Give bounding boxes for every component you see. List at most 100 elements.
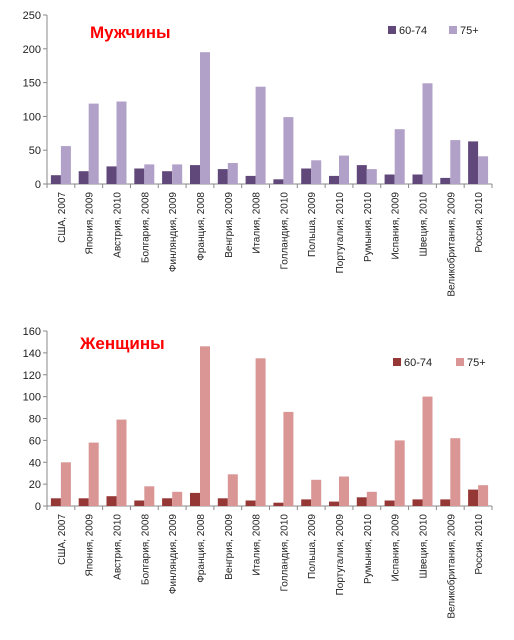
x-tick-label: Франция, 2008 <box>196 514 207 583</box>
y-tick-label: 100 <box>23 392 41 404</box>
bar-60-74 <box>134 168 145 184</box>
bar-75+ <box>283 117 294 184</box>
bar-60-74 <box>78 498 89 506</box>
x-tick-label: Румыния, 2010 <box>363 514 374 584</box>
x-tick-label: Болгария, 2008 <box>140 192 151 264</box>
x-tick-label: Голландия, 2010 <box>279 514 290 592</box>
bar-75+ <box>311 479 322 507</box>
bar-60-74 <box>245 500 256 506</box>
bar-75+ <box>116 419 127 506</box>
bar-75+ <box>144 164 155 184</box>
y-tick-label: 50 <box>29 145 41 157</box>
y-tick-label: 100 <box>23 111 41 123</box>
x-tick-label: Япония, 2009 <box>85 514 96 577</box>
y-tick-label: 60 <box>29 435 41 447</box>
x-tick-label: Испания, 2009 <box>391 514 402 582</box>
bar-75+ <box>60 146 71 184</box>
bar-60-74 <box>440 499 451 506</box>
bar-75+ <box>311 160 322 184</box>
x-tick-label: Испания, 2009 <box>391 192 402 260</box>
x-tick-label: Финляндия, 2009 <box>168 514 179 595</box>
x-tick-label: Польша, 2009 <box>307 192 318 257</box>
x-tick-label: Австрия, 2010 <box>113 192 124 258</box>
y-tick-label: 200 <box>23 44 41 56</box>
x-tick-label: США, 2007 <box>57 514 68 565</box>
y-tick-label: 0 <box>35 501 41 513</box>
x-tick-label: Франция, 2008 <box>196 192 207 261</box>
x-tick-label: Болгария, 2008 <box>140 514 151 586</box>
x-tick-label: Италия, 2008 <box>252 514 263 576</box>
bar-75+ <box>450 140 461 184</box>
bar-60-74 <box>440 177 451 184</box>
legend-label: 60-74 <box>404 357 432 369</box>
x-tick-label: Швеция, 2010 <box>418 192 429 257</box>
x-tick-label: Португалия, 2010 <box>335 192 346 274</box>
bar-75+ <box>366 491 377 506</box>
x-tick-label: Великобритания, 2009 <box>445 192 457 297</box>
x-tick-label: Португалия, 2009 <box>335 514 346 596</box>
x-tick-label: Россия, 2010 <box>474 192 485 253</box>
y-tick-label: 20 <box>29 479 41 491</box>
chart-2: 0 20 40 60 80 100 120 140 160 США, 2007 Япония, 20… <box>23 326 493 619</box>
x-tick-label: Швеция, 2010 <box>418 514 429 579</box>
y-tick-label: 0 <box>35 179 41 191</box>
bar-60-74 <box>412 174 423 184</box>
bar-75+ <box>172 491 183 506</box>
bar-60-74 <box>50 498 61 506</box>
bar-60-74 <box>190 165 200 184</box>
x-tick-label: Голландия, 2010 <box>279 192 290 270</box>
bar-75+ <box>422 396 433 506</box>
bar-60-74 <box>217 169 228 184</box>
legend-swatch-60-74 <box>388 26 396 34</box>
bar-75+ <box>227 474 238 506</box>
bar-60-74 <box>50 175 61 184</box>
bar-75+ <box>478 156 489 184</box>
bar-75+ <box>88 103 99 184</box>
y-tick-label: 250 <box>23 10 41 22</box>
bar-60-74 <box>273 179 284 184</box>
bar-60-74 <box>468 489 479 506</box>
legend-label: 60-74 <box>399 25 427 37</box>
x-tick-label: Финляндия, 2009 <box>168 192 179 273</box>
bar-60-74 <box>273 502 284 506</box>
chart-title: Женщины <box>79 334 165 353</box>
x-tick-label: Австрия, 2010 <box>113 514 124 580</box>
y-tick-label: 40 <box>29 457 41 469</box>
legend-swatch-60-74 <box>393 358 401 366</box>
bar-75+ <box>144 486 155 506</box>
y-tick-label: 160 <box>23 326 41 338</box>
bar-75+ <box>394 129 405 184</box>
x-tick-label: Польша, 2009 <box>307 514 318 579</box>
bar-75+ <box>339 476 349 506</box>
bar-75+ <box>366 169 377 184</box>
y-tick-label: 120 <box>23 370 41 382</box>
x-tick-label: Румыния, 2010 <box>363 192 374 262</box>
bar-75+ <box>422 83 433 184</box>
bar-75+ <box>283 411 294 506</box>
bar-75+ <box>227 163 238 184</box>
bar-75+ <box>200 346 210 506</box>
legend-label: 75+ <box>467 357 486 369</box>
bar-75+ <box>116 101 127 184</box>
bar-75+ <box>60 462 71 507</box>
chart-title: Мужчины <box>90 23 171 42</box>
bar-60-74 <box>162 498 173 506</box>
bar-60-74 <box>301 168 312 184</box>
legend-swatch-75+ <box>449 26 457 34</box>
bar-75+ <box>394 440 405 506</box>
legend-swatch-75+ <box>456 358 464 366</box>
bar-60-74 <box>329 501 339 506</box>
bar-60-74 <box>162 171 173 184</box>
bar-60-74 <box>384 174 395 184</box>
bar-60-74 <box>356 165 367 184</box>
bar-75+ <box>255 86 266 184</box>
y-tick-label: 80 <box>29 414 41 426</box>
y-tick-label: 150 <box>23 78 41 90</box>
bar-60-74 <box>217 498 228 506</box>
x-tick-label: Венгрия, 2009 <box>224 192 235 258</box>
bar-60-74 <box>245 175 256 184</box>
bar-75+ <box>450 438 461 506</box>
bar-60-74 <box>356 497 367 507</box>
x-tick-label: Великобритания, 2009 <box>445 514 457 619</box>
